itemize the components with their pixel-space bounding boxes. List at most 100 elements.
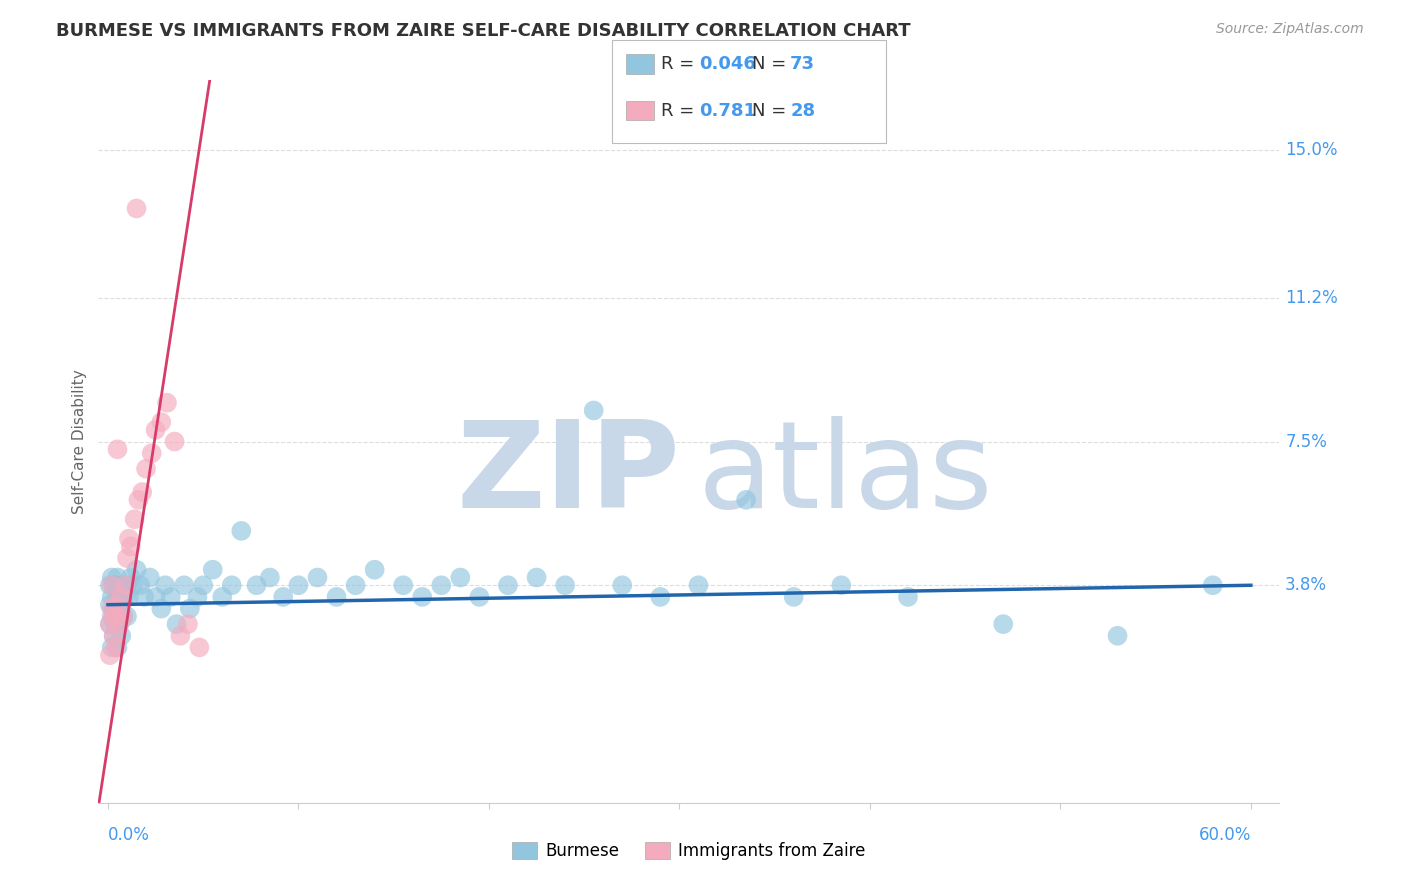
Point <box>115 578 138 592</box>
Point <box>526 570 548 584</box>
Point <box>103 629 125 643</box>
Point <box>897 590 920 604</box>
Text: N =: N = <box>752 55 792 73</box>
Point <box>735 492 758 507</box>
Point <box>104 640 127 655</box>
Text: atlas: atlas <box>697 416 993 533</box>
Point <box>114 590 136 604</box>
Point <box>688 578 710 592</box>
Point <box>245 578 267 592</box>
Point <box>112 578 135 592</box>
Point <box>363 563 385 577</box>
Point <box>166 617 188 632</box>
Point <box>100 609 122 624</box>
Point <box>156 395 179 409</box>
Point <box>104 598 127 612</box>
Text: BURMESE VS IMMIGRANTS FROM ZAIRE SELF-CARE DISABILITY CORRELATION CHART: BURMESE VS IMMIGRANTS FROM ZAIRE SELF-CA… <box>56 22 911 40</box>
Point <box>131 485 153 500</box>
Point <box>145 590 167 604</box>
Point <box>449 570 471 584</box>
Point <box>104 617 127 632</box>
Point <box>125 202 148 216</box>
Text: 7.5%: 7.5% <box>1285 433 1327 450</box>
Point <box>259 570 281 584</box>
Point <box>100 570 122 584</box>
Text: 28: 28 <box>790 102 815 120</box>
Point <box>135 461 157 475</box>
Point <box>468 590 491 604</box>
Text: R =: R = <box>661 102 700 120</box>
Point <box>120 570 142 584</box>
Point <box>104 578 127 592</box>
Point <box>392 578 415 592</box>
Point <box>650 590 672 604</box>
Text: 73: 73 <box>790 55 815 73</box>
Point <box>307 570 329 584</box>
Point <box>1107 629 1129 643</box>
Point <box>145 423 167 437</box>
Point <box>107 590 129 604</box>
Point <box>100 590 122 604</box>
Point <box>325 590 347 604</box>
Point <box>163 434 186 449</box>
Point <box>115 609 138 624</box>
Point <box>582 403 605 417</box>
Point <box>344 578 367 592</box>
Point <box>103 629 125 643</box>
Point <box>173 578 195 592</box>
Point <box>104 598 127 612</box>
Point <box>134 590 156 604</box>
Point <box>107 609 129 624</box>
Point <box>150 415 173 429</box>
Point <box>107 570 129 584</box>
Text: 15.0%: 15.0% <box>1285 141 1337 159</box>
Point <box>125 563 148 577</box>
Point <box>188 640 211 655</box>
Point <box>411 590 433 604</box>
Point <box>169 629 191 643</box>
Point <box>783 590 806 604</box>
Point <box>179 601 201 615</box>
Text: 60.0%: 60.0% <box>1198 826 1251 844</box>
Point <box>430 578 453 592</box>
Point <box>115 551 138 566</box>
Point <box>201 563 224 577</box>
Text: 0.0%: 0.0% <box>108 826 150 844</box>
Point <box>112 609 135 624</box>
Point <box>103 578 125 592</box>
Point <box>993 617 1015 632</box>
Point <box>120 540 142 554</box>
Point <box>100 601 122 615</box>
Point <box>108 598 131 612</box>
Point <box>221 578 243 592</box>
Point <box>271 590 294 604</box>
Point <box>110 629 132 643</box>
Point <box>129 578 152 592</box>
Point <box>124 512 146 526</box>
Text: 3.8%: 3.8% <box>1285 576 1327 594</box>
Point <box>1202 578 1225 592</box>
Point <box>107 640 129 655</box>
Point <box>177 617 200 632</box>
Point <box>127 492 149 507</box>
Text: 0.781: 0.781 <box>699 102 756 120</box>
Legend: Burmese, Immigrants from Zaire: Burmese, Immigrants from Zaire <box>506 835 872 867</box>
Point <box>98 578 121 592</box>
Point <box>159 590 181 604</box>
Point <box>110 590 132 604</box>
Point <box>100 640 122 655</box>
Y-axis label: Self-Care Disability: Self-Care Disability <box>72 369 87 514</box>
Point <box>100 578 122 592</box>
Point <box>118 590 141 604</box>
Point <box>186 590 208 604</box>
Point <box>114 578 136 592</box>
Point <box>112 609 135 624</box>
Point <box>103 601 125 615</box>
Point <box>193 578 215 592</box>
Text: N =: N = <box>752 102 792 120</box>
Point <box>108 617 131 632</box>
Point <box>121 578 143 592</box>
Point <box>98 617 121 632</box>
Text: 11.2%: 11.2% <box>1285 289 1339 307</box>
Point <box>153 578 176 592</box>
